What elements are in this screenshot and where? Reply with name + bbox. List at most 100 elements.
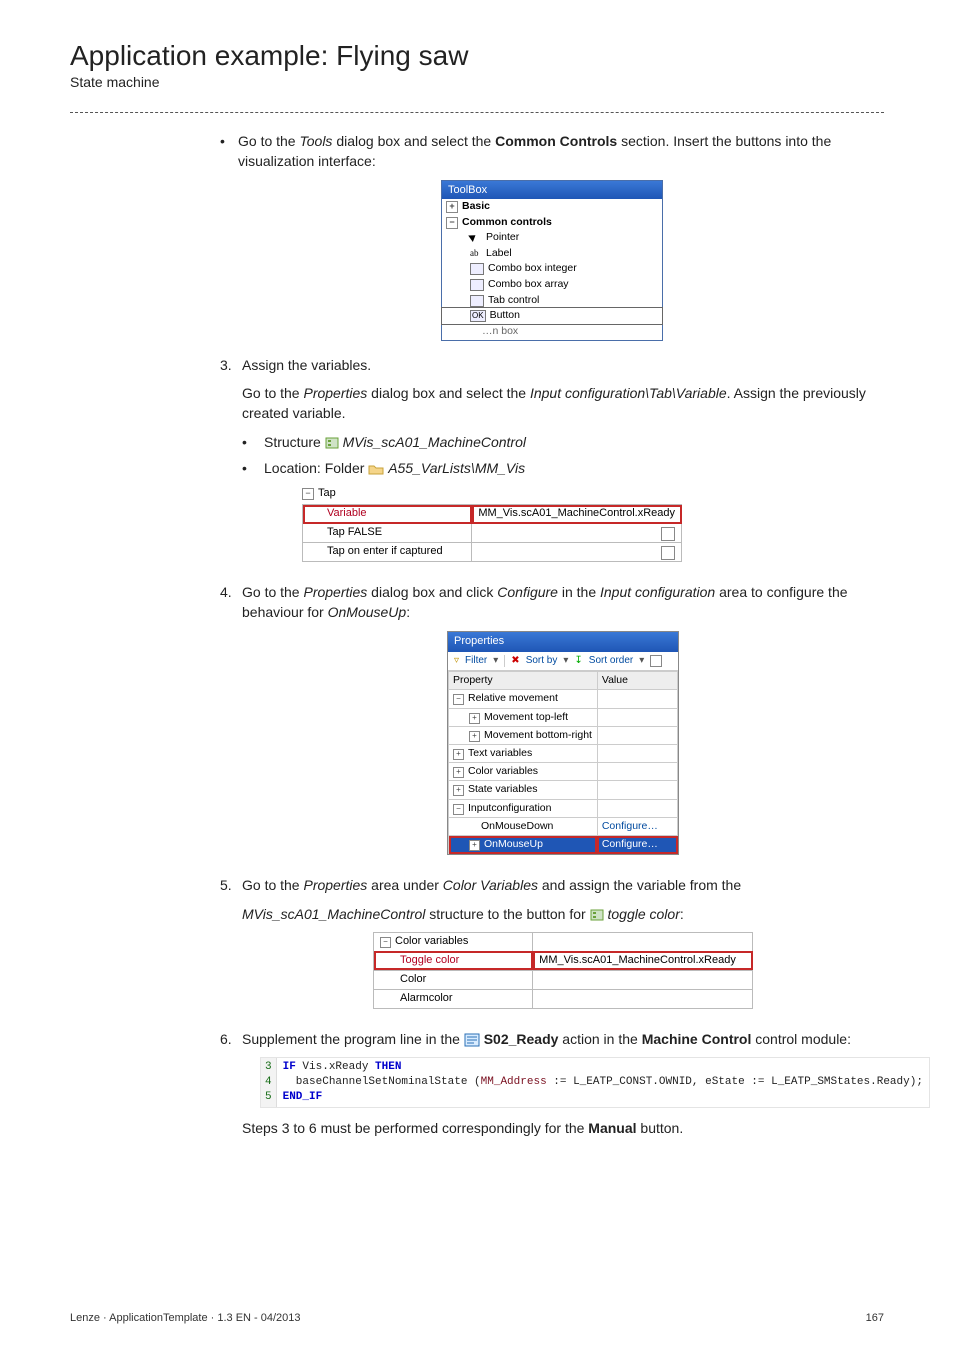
toolbox-cat-common[interactable]: −Common controls: [442, 215, 662, 231]
content-area: Go to the Tools dialog box and select th…: [70, 131, 884, 1146]
cell-taponenter-label[interactable]: Tap on enter if captured: [303, 543, 472, 562]
code-cond: Vis.xReady: [296, 1061, 375, 1073]
ln: 4: [265, 1076, 272, 1088]
toolbar-checkbox[interactable]: [650, 655, 662, 667]
cell-empty[interactable]: [533, 989, 753, 1008]
table-row[interactable]: + Movement top-left: [449, 708, 678, 726]
table-row: Variable MM_Vis.scA01_MachineControl.xRe…: [303, 505, 682, 524]
cell-togglecolor-value[interactable]: MM_Vis.scA01_MachineControl.xReady: [533, 951, 753, 970]
sortorder-label[interactable]: Sort order: [589, 654, 633, 669]
tap-grid-header[interactable]: − Tap: [302, 486, 682, 502]
cell-variable-value[interactable]: MM_Vis.scA01_MachineControl.xReady: [472, 505, 682, 524]
button-icon: OK: [470, 310, 486, 322]
cell: −Inputconfiguration: [449, 799, 598, 817]
table-row: Tap on enter if captured: [303, 543, 682, 562]
toolbox-item-pointer[interactable]: Pointer: [442, 230, 662, 246]
cell-omu-conf[interactable]: Configure…: [597, 836, 677, 854]
sortby-label[interactable]: Sort by: [526, 654, 558, 669]
sortorder-icon[interactable]: ↧: [574, 654, 582, 669]
toolbox-item-combo-arr[interactable]: Combo box array: [442, 277, 662, 293]
cell-empty: [533, 932, 753, 951]
toolbox-item-button-label: Button: [490, 309, 520, 323]
collapse-icon[interactable]: −: [302, 488, 314, 500]
cell-tapfalse-value[interactable]: [472, 524, 682, 543]
txt: MVis_scA01_MachineControl: [343, 434, 526, 450]
table-row[interactable]: +Text variables: [449, 744, 678, 762]
table-row[interactable]: Alarmcolor: [374, 989, 753, 1008]
txt: :: [680, 906, 684, 922]
toolbox-item-combo-int[interactable]: Combo box integer: [442, 261, 662, 277]
kw-then: THEN: [375, 1061, 401, 1073]
table-row[interactable]: −Relative movement: [449, 690, 678, 708]
txt: structure to the button for: [425, 906, 589, 922]
expand-icon[interactable]: +: [446, 201, 458, 213]
expand-icon[interactable]: +: [453, 785, 464, 796]
properties-panel: Properties ▿ Filter ▾ ✖ Sort by ▾ ↧ Sort…: [447, 631, 679, 856]
toolbox-item-combo-int-label: Combo box integer: [488, 262, 577, 276]
expand-icon[interactable]: +: [469, 840, 480, 851]
step6: 6. Supplement the program line in the S0…: [220, 1029, 884, 1146]
colorvars-grid: −Color variables Toggle color MM_Vis.scA…: [373, 932, 753, 1009]
collapse-icon[interactable]: −: [453, 804, 464, 815]
cell-variable-label[interactable]: Variable: [303, 505, 472, 524]
cell-tapfalse-label[interactable]: Tap FALSE: [303, 524, 472, 543]
separator-dashed: [70, 112, 884, 113]
table-row: Tap FALSE: [303, 524, 682, 543]
collapse-icon[interactable]: −: [380, 937, 391, 948]
toolbox-item-label[interactable]: abLabel: [442, 246, 662, 262]
txt: dialog box and select the: [332, 133, 495, 149]
expand-icon[interactable]: +: [453, 749, 464, 760]
dropdown-caret-icon[interactable]: ▾: [493, 654, 498, 669]
figure-toolbox-wrap: ToolBox +Basic −Common controls Pointer …: [220, 180, 884, 341]
expand-icon[interactable]: +: [469, 713, 480, 724]
bullet-tools-text: Go to the Tools dialog box and select th…: [238, 131, 884, 172]
dropdown-caret-icon[interactable]: ▾: [639, 654, 644, 669]
step3-body: Assign the variables. Go to the Properti…: [242, 355, 884, 576]
table-row[interactable]: +Movement bottom-right: [449, 726, 678, 744]
expand-icon[interactable]: +: [469, 731, 480, 742]
table-row[interactable]: −Inputconfiguration: [449, 799, 678, 817]
collapse-icon[interactable]: −: [453, 694, 464, 705]
lbl: Movement top-left: [484, 711, 568, 723]
collapse-icon[interactable]: −: [446, 217, 458, 229]
table-row[interactable]: Color: [374, 970, 753, 989]
txt: S02_Ready: [484, 1031, 559, 1047]
lbl: Relative movement: [468, 692, 558, 704]
table-row[interactable]: −Color variables: [374, 932, 753, 951]
table-row[interactable]: +State variables: [449, 781, 678, 799]
cell-omd-conf[interactable]: Configure…: [597, 817, 677, 835]
toolbox-item-button[interactable]: OK Button: [442, 308, 662, 324]
sort-icon[interactable]: ✖: [511, 654, 519, 669]
checkbox-icon[interactable]: [661, 546, 675, 560]
table-row[interactable]: Toggle color MM_Vis.scA01_MachineControl…: [374, 951, 753, 970]
lbl: Color variables: [468, 765, 538, 777]
txt: Go to the: [238, 133, 299, 149]
table-row[interactable]: OnMouseDownConfigure…: [449, 817, 678, 835]
checkbox-icon[interactable]: [661, 527, 675, 541]
expand-icon[interactable]: +: [453, 767, 464, 778]
footer-page-number: 167: [866, 1312, 884, 1324]
cell-omd: OnMouseDown: [449, 817, 598, 835]
txt: Input configuration: [600, 584, 715, 600]
filter-icon[interactable]: ▿: [454, 654, 459, 669]
cell: + Color variables: [449, 763, 598, 781]
step6-num: 6.: [220, 1029, 242, 1049]
table-row[interactable]: + Color variables: [449, 763, 678, 781]
txt: Color Variables: [443, 877, 538, 893]
toolbox-cat-basic[interactable]: +Basic: [442, 199, 662, 215]
step3-line1: Assign the variables.: [242, 355, 884, 375]
filter-label[interactable]: Filter: [465, 654, 487, 669]
cell-empty[interactable]: [533, 970, 753, 989]
toolbox-item-tab[interactable]: Tab control: [442, 293, 662, 309]
page-root: Application example: Flying saw State ma…: [0, 0, 954, 1350]
cell-taponenter-value[interactable]: [472, 543, 682, 562]
cell: + Movement top-left: [449, 708, 598, 726]
footer-left: Lenze · ApplicationTemplate · 1.3 EN - 0…: [70, 1312, 301, 1324]
table-row-selected[interactable]: +OnMouseUpConfigure…: [449, 836, 678, 854]
cell-color-label: Color: [374, 970, 533, 989]
step3-sub1-body: Structure MVis_scA01_MachineControl: [264, 432, 884, 452]
dropdown-caret-icon[interactable]: ▾: [563, 654, 568, 669]
step3: 3. Assign the variables. Go to the Prope…: [220, 355, 884, 576]
final-line: Steps 3 to 6 must be performed correspon…: [242, 1118, 930, 1138]
cell-alarmcolor-label: Alarmcolor: [374, 989, 533, 1008]
